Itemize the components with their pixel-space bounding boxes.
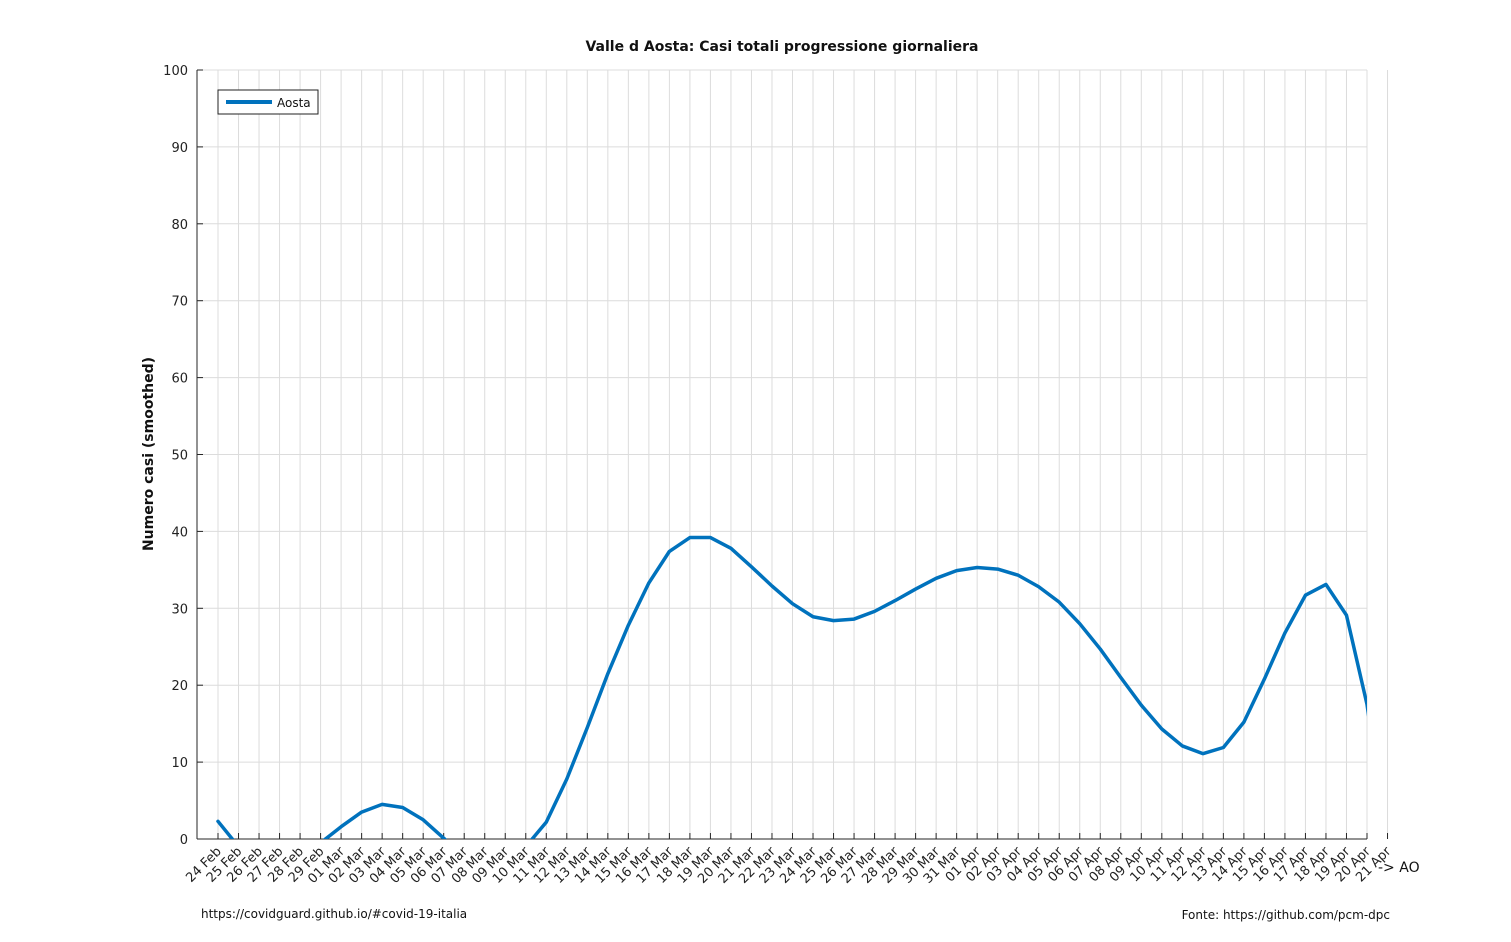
y-axis-ticks: 0 10 20 30 40 50 60 70 80 90 100: [163, 64, 203, 848]
y-tick-label: 60: [171, 372, 188, 387]
grid: [197, 69, 1389, 840]
series-line-aosta: [216, 535, 1367, 839]
footer-source: Fonte: https://github.com/pcm-dpc: [1182, 908, 1390, 922]
y-tick-label: 20: [171, 679, 188, 694]
x-axis-suffix: -> AO: [1378, 860, 1420, 876]
legend-label-aosta: Aosta: [277, 96, 311, 110]
footer-left-url: https://covidguard.github.io/#covid-19-i…: [201, 907, 467, 921]
y-tick-label: 100: [163, 64, 188, 79]
y-tick-label: 70: [171, 295, 188, 310]
y-axis-label: Numero casi (smoothed): [141, 357, 157, 551]
chart-title: Valle d Aosta: Casi totali progressione …: [585, 39, 978, 55]
y-tick-label: 50: [171, 449, 188, 464]
y-tick-label: 80: [171, 218, 188, 233]
series-layer: [216, 535, 1367, 839]
y-tick-label: 10: [171, 756, 188, 771]
y-tick-label: 30: [171, 602, 188, 617]
y-tick-label: 40: [171, 525, 188, 540]
y-tick-label: 90: [171, 141, 188, 156]
legend: Aosta: [217, 89, 319, 115]
y-tick-label: 0: [180, 833, 188, 848]
